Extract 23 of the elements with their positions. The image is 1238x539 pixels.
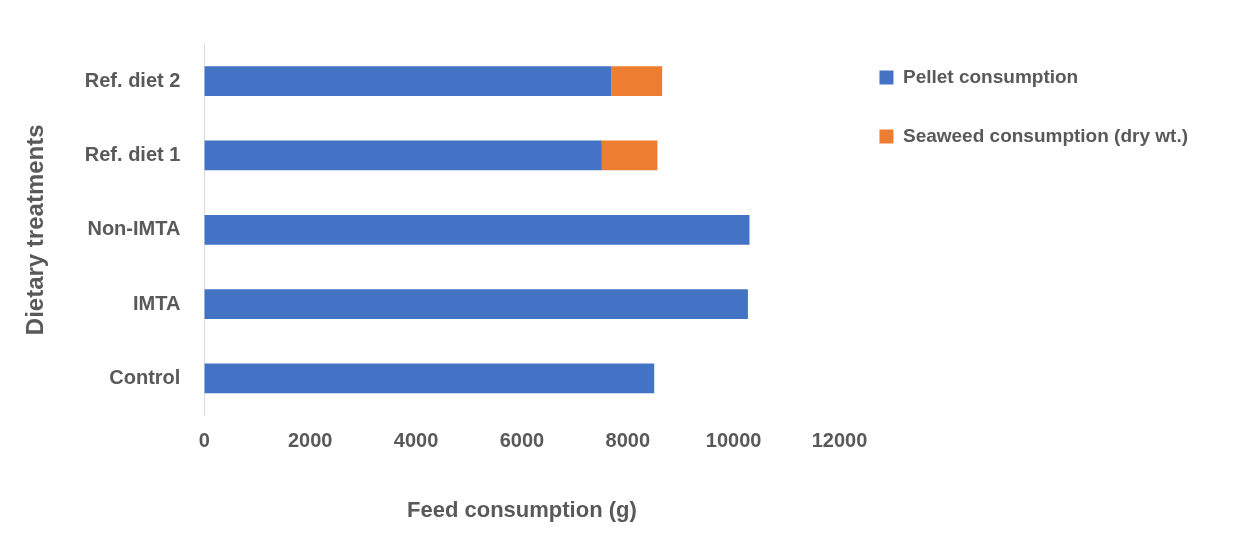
legend-label: Seaweed consumption (dry wt.) bbox=[902, 124, 1189, 146]
x-axis-title: Feed consumption (g) bbox=[407, 496, 637, 522]
x-tick-label: 12000 bbox=[811, 429, 868, 452]
bar bbox=[204, 289, 748, 319]
x-tick-label: 6000 bbox=[499, 429, 545, 452]
x-tick-label: 2000 bbox=[287, 429, 333, 452]
y-tick-label: Non-IMTA bbox=[87, 217, 181, 240]
y-tick-label: Control bbox=[109, 365, 181, 388]
legend-label: Pellet consumption bbox=[902, 65, 1079, 87]
bar bbox=[204, 363, 655, 394]
bar bbox=[204, 214, 750, 245]
bar bbox=[204, 140, 602, 171]
y-tick-label: Ref. diet 2 bbox=[84, 68, 181, 91]
y-tick-label: IMTA bbox=[132, 291, 181, 314]
x-tick-label: 8000 bbox=[605, 429, 651, 452]
x-tick-label: 4000 bbox=[393, 429, 439, 452]
bar bbox=[611, 66, 663, 97]
y-tick-label: Ref. diet 1 bbox=[84, 143, 181, 165]
x-tick-label: 10000 bbox=[705, 429, 762, 452]
bar bbox=[204, 66, 612, 97]
bar bbox=[601, 140, 658, 171]
y-axis-title: Dietary treatments bbox=[21, 124, 49, 336]
x-tick-label: 0 bbox=[198, 429, 210, 452]
